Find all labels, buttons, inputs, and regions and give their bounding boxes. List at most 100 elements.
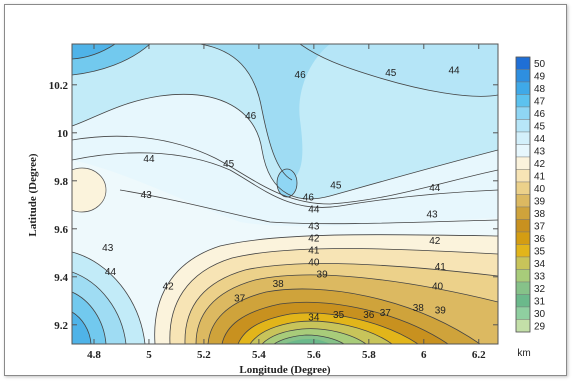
contour-line (261, 328, 367, 344)
contour-line (72, 291, 107, 344)
colorbar-label: 44 (534, 134, 546, 145)
colorbar-label: 29 (534, 321, 546, 332)
colorbar-label: 43 (534, 146, 546, 157)
contour-band-bottom-left-47 (72, 312, 91, 344)
contour-label: 42 (429, 236, 441, 247)
contour-line (299, 44, 498, 97)
contour-blob-42 (72, 167, 107, 213)
colorbar-swatch (515, 106, 531, 120)
colorbar-swatch (515, 119, 531, 133)
contour-label: 39 (317, 269, 329, 280)
contour-label: 44 (308, 205, 320, 216)
x-tick-label: 6.2 (472, 349, 486, 361)
y-tick-label: 9.8 (54, 176, 68, 188)
contour-line (199, 44, 293, 181)
colorbar-label: 31 (534, 296, 546, 307)
contour-label: 35 (333, 310, 345, 321)
colorbar-swatch (515, 81, 531, 95)
contour-label: 38 (273, 279, 285, 290)
contour-label: 43 (102, 243, 114, 254)
y-tick-label: 9.2 (54, 320, 68, 332)
contour-line (119, 189, 498, 225)
contour-label: 41 (435, 262, 447, 273)
x-tick-label: 6 (421, 349, 427, 361)
contour-label: 42 (308, 233, 320, 244)
contour-label: 43 (308, 221, 320, 232)
contour-line (221, 301, 449, 344)
x-tick-label: 5.8 (362, 349, 376, 361)
colorbar-swatch (515, 294, 531, 308)
contour-band-32 (284, 339, 330, 344)
contour-label: 40 (308, 257, 320, 268)
colorbar-label: 34 (534, 259, 546, 270)
contour-label: 37 (234, 293, 246, 304)
contour-line (169, 248, 498, 344)
y-tick-label: 9.4 (54, 272, 68, 284)
colorbar-label: 37 (534, 221, 546, 232)
x-tick-label: 5.2 (197, 349, 211, 361)
contour-label: 40 (432, 281, 444, 292)
y-axis: 9.2 9.4 9.6 9.8 10 10.2 (49, 80, 498, 332)
contour-band-top-left-peak (72, 44, 115, 59)
contour-label: 43 (426, 209, 438, 220)
colorbar-swatch (515, 131, 531, 145)
contour-bubble-46 (276, 168, 298, 198)
colorbar-label: 47 (534, 96, 546, 107)
colorbar-swatch (515, 156, 531, 170)
contour-band-47 (72, 44, 330, 180)
colorbar-label: 36 (534, 234, 546, 245)
contour-label: 36 (363, 310, 375, 321)
contour-line (72, 44, 116, 60)
contour-label: 44 (429, 183, 441, 194)
contour-label: 44 (143, 154, 155, 165)
contour-label: 46 (295, 70, 307, 81)
contour-line (154, 234, 498, 344)
contour-label: 37 (380, 308, 392, 319)
contour-label: 39 (435, 305, 447, 316)
y-tick-label: 9.6 (54, 224, 68, 236)
contour-label: 34 (308, 313, 320, 324)
plot-border (71, 43, 499, 345)
contour-label: 45 (330, 181, 342, 192)
colorbar-label: 40 (534, 184, 546, 195)
x-tick-label: 4.8 (87, 349, 101, 361)
contour-line (273, 334, 345, 344)
y-axis-title: Latitude (Degree) (27, 153, 39, 237)
contour-label: 45 (385, 68, 397, 79)
y-tick-label: 10.2 (49, 80, 69, 92)
colorbar-swatch (515, 94, 531, 108)
colorbar-label: 49 (534, 71, 546, 82)
contour-label: 41 (308, 245, 320, 256)
colorbar-swatch (515, 306, 531, 320)
colorbar-swatch (515, 56, 531, 70)
colorbar-label: 33 (534, 271, 546, 282)
contour-line (249, 320, 393, 344)
contour-line (72, 311, 92, 344)
contour-fills (72, 44, 498, 344)
contour-lines (72, 44, 498, 344)
colorbar-label: 35 (534, 246, 546, 257)
contour-line (72, 135, 498, 205)
x-tick-label: 5 (146, 349, 152, 361)
colorbar-label: 32 (534, 284, 546, 295)
colorbar-label: 50 (534, 59, 546, 70)
contour-line (72, 94, 498, 200)
colorbar-label: 30 (534, 309, 546, 320)
colorbar-swatch (515, 256, 531, 270)
colorbar-border (515, 56, 531, 333)
colorbar-label: 39 (534, 196, 546, 207)
contour-line (72, 271, 127, 344)
contour-label: 46 (245, 111, 257, 122)
colorbar-swatch (515, 319, 531, 333)
colorbar-label: 41 (534, 171, 546, 182)
contour-line (237, 312, 419, 344)
contour-band-45 (72, 44, 498, 97)
contour-label: 46 (303, 193, 315, 204)
colorbar-label: 48 (534, 84, 546, 95)
colorbar-swatch (515, 231, 531, 245)
contour-label: 44 (105, 267, 117, 278)
contour-line (195, 274, 498, 344)
